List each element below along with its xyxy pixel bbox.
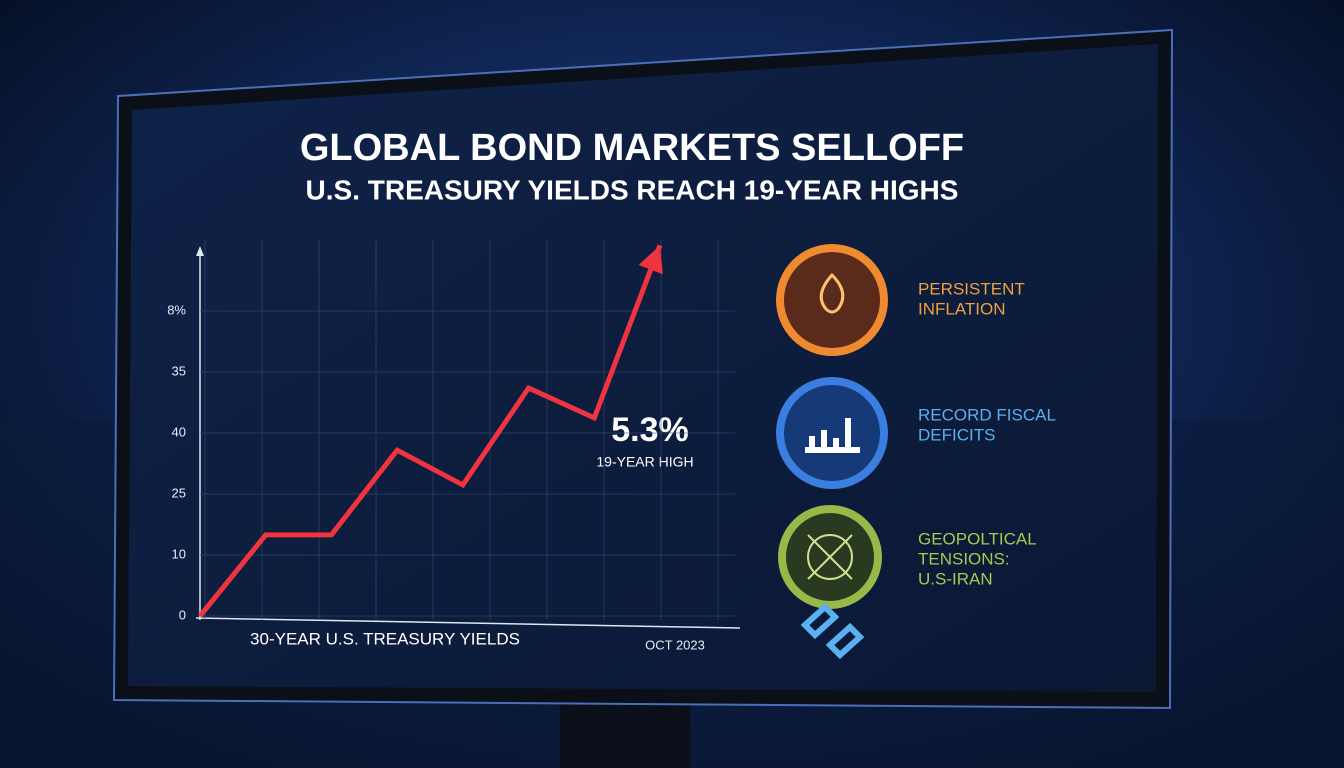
line-series bbox=[198, 244, 663, 618]
x-tick-label: OCT 2023 bbox=[645, 637, 705, 652]
y-tick-label: 0 bbox=[179, 607, 186, 622]
x-axis bbox=[195, 617, 741, 629]
factor-label: RECORD FISCAL bbox=[918, 405, 1056, 424]
factor-label: GEOPOLTICAL bbox=[918, 529, 1037, 548]
arrow-head bbox=[638, 245, 663, 275]
y-axis-arrow bbox=[196, 246, 204, 256]
bars-glyph bbox=[805, 418, 860, 453]
factor-label: INFLATION bbox=[918, 299, 1006, 318]
monitor-stand bbox=[560, 700, 690, 768]
chart-subtitle: U.S. TREASURY YIELDS REACH 19-YEAR HIGHS bbox=[306, 174, 959, 205]
screen bbox=[128, 44, 1158, 692]
flame-glyph bbox=[819, 272, 845, 314]
y-tick-label: 35 bbox=[172, 363, 186, 378]
y-tick-label: 40 bbox=[172, 424, 186, 439]
chain-glyph bbox=[800, 602, 865, 660]
y-tick-label: 10 bbox=[172, 546, 186, 561]
globe-glyph bbox=[807, 534, 853, 580]
deficit-icon bbox=[776, 377, 888, 489]
x-axis-title: 30-YEAR U.S. TREASURY YIELDS bbox=[250, 629, 520, 648]
annotation-text: 19-YEAR HIGH bbox=[596, 454, 693, 470]
inflation-icon bbox=[776, 244, 888, 356]
factor-label: TENSIONS: bbox=[918, 549, 1010, 568]
factor-label: U.S-IRAN bbox=[918, 569, 993, 588]
annotation-value: 5.3% bbox=[611, 411, 689, 449]
factor-icons bbox=[776, 244, 888, 660]
cross-glyph bbox=[807, 534, 853, 580]
grid bbox=[200, 240, 735, 620]
chart-title: GLOBAL BOND MARKETS SELLOFF bbox=[300, 127, 964, 169]
factor-label: PERSISTENT bbox=[918, 279, 1025, 298]
y-tick-label: 8% bbox=[167, 302, 186, 317]
factor-label: DEFICITS bbox=[918, 425, 995, 444]
y-tick-label: 25 bbox=[172, 485, 186, 500]
